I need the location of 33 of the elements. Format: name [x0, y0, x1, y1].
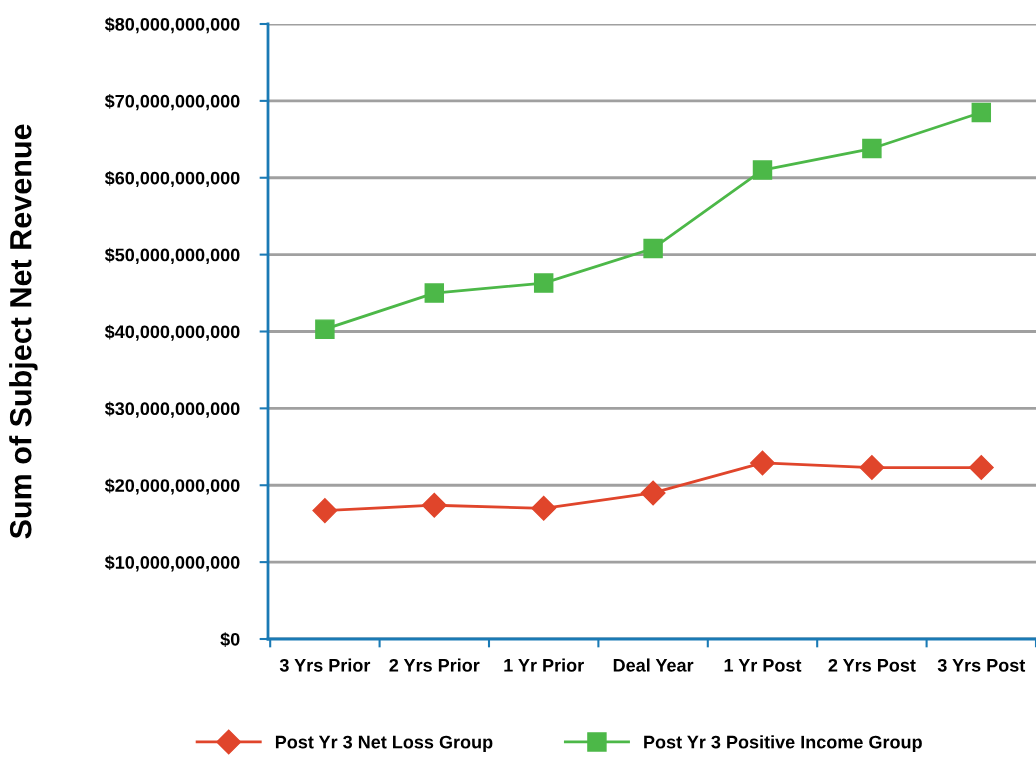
y-tick-label: $70,000,000,000	[104, 94, 240, 111]
point	[312, 498, 338, 524]
point	[643, 238, 663, 259]
x-tick-label: 3 Yrs Prior	[279, 658, 371, 672]
x-tick-label: 1 Yr Post	[724, 659, 802, 672]
point	[421, 492, 447, 518]
point	[533, 273, 554, 293]
point	[531, 495, 557, 521]
point	[859, 455, 885, 481]
point	[315, 319, 335, 339]
legend-label: Post Yr 3 Net Loss Group	[275, 735, 493, 753]
point	[862, 138, 882, 159]
x-tick-label: 1 Yr Prior	[504, 658, 584, 672]
y-tick-label: $0	[220, 632, 240, 647]
x-tick-label: Deal Year	[613, 658, 694, 672]
y-tick-label: $80,000,000,000	[104, 17, 240, 34]
y-tick-label: $60,000,000,000	[104, 170, 240, 188]
point	[424, 283, 445, 303]
y-tick-label: $50,000,000,000	[104, 247, 240, 264]
x-tick-label: 2 Yrs Post	[828, 658, 916, 672]
y-tick-label: $30,000,000,000	[104, 401, 240, 418]
point	[971, 102, 992, 123]
y-axis-title: Sum of Subject Net Revenue	[9, 124, 38, 539]
point	[752, 160, 773, 180]
point	[968, 455, 994, 481]
y-tick-label: $40,000,000,000	[104, 324, 240, 341]
x-tick-label: 2 Yrs Prior	[389, 658, 480, 672]
y-tick-label: $20,000,000,000	[104, 478, 240, 495]
point	[750, 450, 775, 476]
point	[640, 480, 666, 506]
x-tick-label: 3 Yrs Post	[937, 658, 1026, 672]
y-tick-label: $10,000,000,000	[104, 555, 240, 572]
legend-label: Post Yr 3 Positive Income Group	[644, 735, 922, 753]
